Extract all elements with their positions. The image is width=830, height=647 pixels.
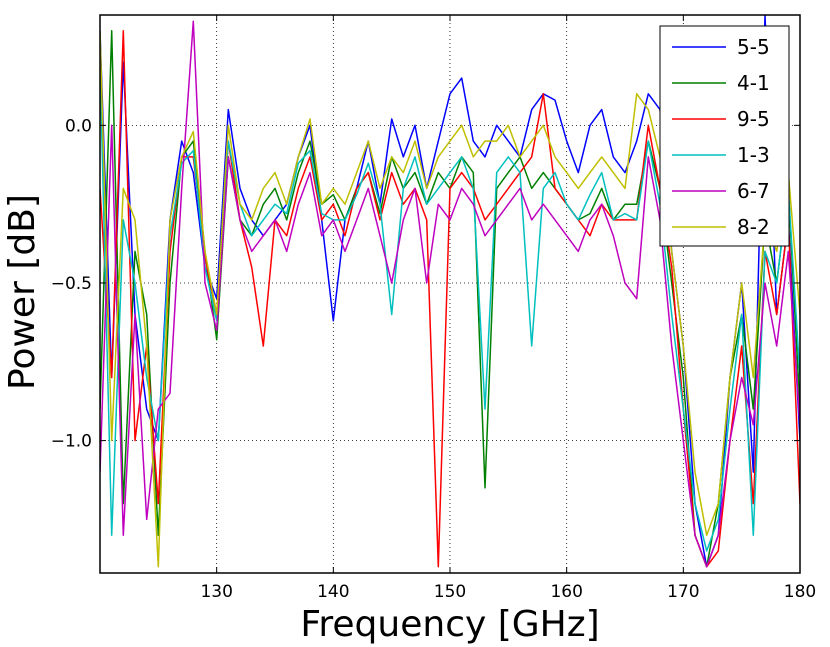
axis-ticks: 130 140 150 160 170 180 0.0 −0.5 −1.0 xyxy=(51,15,816,602)
legend-label: 1-3 xyxy=(737,143,770,167)
grid-lines xyxy=(100,15,800,573)
series-line-6-7 xyxy=(100,20,800,568)
legend-label: 8-2 xyxy=(737,215,770,239)
y-axis-title: Power [dB] xyxy=(2,194,43,390)
legend-label: 4-1 xyxy=(737,71,770,95)
x-tick-label: 170 xyxy=(667,582,699,602)
plot-area xyxy=(100,15,800,568)
legend-label: 9-5 xyxy=(737,107,770,131)
legend-label: 6-7 xyxy=(737,179,770,203)
x-tick-label: 130 xyxy=(200,582,232,602)
series-line-8-2 xyxy=(100,30,800,568)
x-tick-label: 160 xyxy=(550,582,582,602)
y-tick-label: −0.5 xyxy=(51,274,92,294)
series-lines xyxy=(100,15,800,568)
x-tick-label: 150 xyxy=(434,582,466,602)
legend-label: 5-5 xyxy=(737,35,770,59)
y-tick-label: −1.0 xyxy=(51,432,92,452)
x-axis-title: Frequency [GHz] xyxy=(300,604,599,645)
legend-box xyxy=(659,25,790,247)
legend: 5-5 4-1 9-5 1-3 6-7 8-2 xyxy=(659,25,790,247)
x-tick-label: 140 xyxy=(317,582,349,602)
x-tick-label: 180 xyxy=(784,582,816,602)
y-tick-label: 0.0 xyxy=(65,116,92,136)
